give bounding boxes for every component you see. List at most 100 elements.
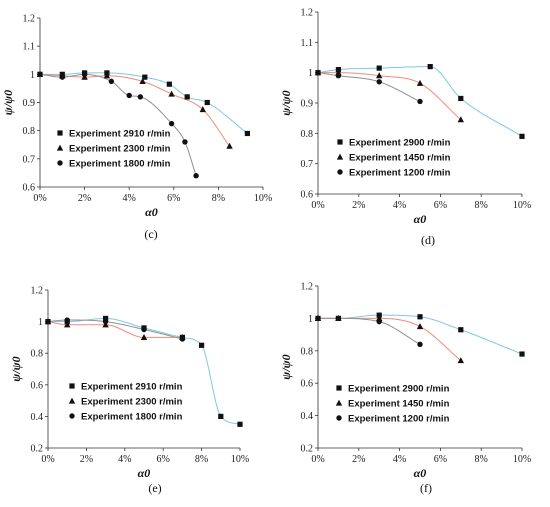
y-tick-label: 1.2 — [31, 286, 44, 297]
legend-marker — [68, 397, 76, 404]
data-point — [218, 413, 224, 419]
panel-label: (f) — [420, 481, 432, 495]
y-tick-label: 0.6 — [31, 380, 44, 391]
x-tick-label: 2% — [352, 200, 365, 211]
x-tick-label: 2% — [80, 454, 93, 465]
y-tick-label: 0.8 — [301, 346, 314, 357]
x-tick-label: 2% — [78, 193, 91, 204]
data-point — [204, 99, 210, 106]
data-point — [139, 77, 146, 84]
y-axis-label: ψ/ψ0 — [1, 90, 15, 115]
data-point — [141, 326, 147, 333]
x-tick-label: 0% — [33, 193, 46, 204]
legend-marker — [57, 160, 63, 166]
legend-label: Experiment 2300 r/min — [81, 397, 183, 408]
legend-label: Experiment 2910 r/min — [69, 129, 171, 140]
y-axis-label: ψ/ψ0 — [279, 90, 293, 115]
y-tick-label: 0.6 — [23, 183, 36, 194]
data-point — [102, 321, 109, 328]
data-point — [103, 72, 111, 79]
x-tick-label: 6% — [167, 193, 180, 204]
y-tick-label: 0.9 — [23, 98, 36, 109]
data-point — [199, 342, 205, 348]
panel-label: (e) — [148, 481, 161, 495]
y-tick-label: 0.4 — [301, 411, 314, 422]
data-point — [376, 72, 383, 79]
legend-label: Experiment 1450 r/min — [349, 153, 451, 164]
series-trend-line — [47, 321, 183, 338]
y-tick-label: 0.7 — [23, 154, 36, 165]
data-point — [108, 78, 115, 85]
series-trend-line — [318, 317, 421, 345]
data-point — [137, 94, 144, 100]
legend-label: Experiment 2900 r/min — [348, 384, 450, 395]
data-point — [168, 90, 175, 97]
y-tick-label: 0.6 — [301, 379, 314, 390]
legend-label: Experiment 1800 r/min — [81, 412, 183, 423]
x-tick-label: 8% — [195, 454, 208, 465]
data-point — [335, 73, 342, 79]
x-axis-label: α0 — [414, 212, 427, 226]
legend: Experiment 2900 r/min Experiment 1450 r/m… — [335, 384, 450, 425]
y-tick-label: 1 — [308, 314, 313, 325]
chart-panel: 0.6 0.7 0.8 0.9 1 1.1 1.2 0% 2% 4% 6% 8% 10% ψ/ψ0 α0 (c… — [1, 14, 272, 242]
legend-marker — [57, 130, 63, 136]
data-point — [417, 98, 423, 105]
series-trend-line — [317, 66, 523, 137]
data-point — [416, 323, 424, 330]
x-tick-label: 8% — [475, 200, 488, 211]
legend-label: Experiment 2900 r/min — [349, 138, 451, 149]
legend-marker — [335, 399, 343, 406]
y-tick-label: 0.6 — [301, 190, 314, 201]
chart-panel: 0.6 0.7 0.8 0.9 1 1.1 1.2 0% 2% 4% 6% 8% 10% ψ/ψ0 α0 (d… — [279, 8, 531, 248]
x-tick-label: 0% — [311, 200, 324, 211]
legend-marker — [336, 385, 342, 391]
series-trend-line — [47, 319, 183, 340]
legend-label: Experiment 2910 r/min — [81, 382, 183, 393]
data-point — [376, 318, 382, 325]
data-point — [64, 317, 70, 323]
data-point — [37, 71, 43, 78]
legend: Experiment 2910 r/min Experiment 2300 r/m… — [68, 382, 183, 423]
x-tick-label: 0% — [311, 454, 324, 465]
data-point — [244, 130, 250, 137]
data-point — [376, 65, 382, 71]
data-point — [184, 94, 190, 100]
x-tick-label: 4% — [393, 200, 406, 211]
legend-marker — [337, 169, 343, 175]
y-tick-label: 1 — [308, 68, 313, 79]
data-point — [519, 351, 525, 357]
data-point — [59, 74, 65, 80]
x-axis-label: α0 — [138, 466, 151, 480]
y-tick-label: 0.2 — [301, 444, 314, 455]
legend-marker — [69, 383, 75, 389]
legend: Experiment 2900 r/min Experiment 1450 r/m… — [336, 138, 451, 179]
legend-marker — [69, 413, 75, 419]
y-tick-label: 0.2 — [31, 444, 44, 455]
legend-marker — [336, 153, 344, 160]
data-point — [102, 318, 109, 325]
y-tick-label: 1.1 — [23, 42, 36, 53]
series-trend-line — [318, 314, 523, 355]
data-point — [458, 327, 464, 333]
x-tick-label: 2% — [352, 454, 365, 465]
data-point — [457, 116, 464, 123]
y-tick-label: 0.8 — [31, 349, 44, 360]
data-point — [193, 173, 199, 179]
data-point — [226, 142, 233, 149]
data-point — [457, 357, 464, 364]
y-tick-label: 1.2 — [23, 14, 36, 25]
data-point — [166, 81, 172, 87]
x-tick-label: 4% — [123, 193, 136, 204]
y-tick-label: 0.4 — [31, 412, 44, 423]
data-point — [315, 69, 321, 76]
x-tick-label: 6% — [157, 454, 170, 465]
data-point — [182, 139, 188, 145]
y-tick-label: 0.8 — [23, 126, 36, 137]
data-point — [126, 92, 132, 99]
data-point — [168, 120, 175, 127]
data-point — [458, 95, 464, 102]
x-tick-label: 10% — [231, 454, 249, 465]
y-axis-label: ψ/ψ0 — [279, 354, 293, 379]
